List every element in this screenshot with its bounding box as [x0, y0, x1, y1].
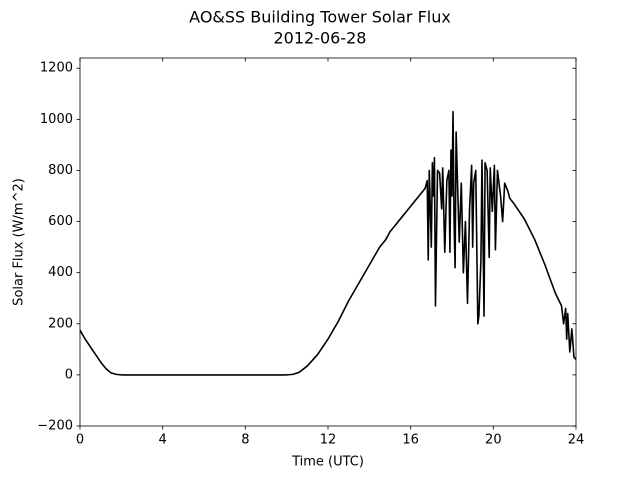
x-tick-label: 24 — [568, 433, 585, 448]
y-tick-label: 1000 — [40, 112, 73, 127]
chart-title: AO&SS Building Tower Solar Flux — [189, 8, 451, 27]
x-tick-label: 16 — [402, 433, 419, 448]
y-tick-label: 0 — [65, 367, 73, 382]
x-axis-label: Time (UTC) — [291, 455, 364, 470]
y-tick-label: 1200 — [40, 61, 73, 76]
y-tick-label: 200 — [48, 316, 73, 331]
x-tick-label: 12 — [320, 433, 337, 448]
chart-subtitle: 2012-06-28 — [274, 29, 367, 48]
data-line — [79, 110, 577, 376]
x-tick-label: 0 — [76, 433, 84, 448]
y-tick-label: 600 — [48, 214, 73, 229]
y-tick-label: −200 — [37, 419, 73, 434]
y-tick-label: 800 — [48, 163, 73, 178]
plot-frame — [79, 57, 577, 427]
x-tick-label: 8 — [241, 433, 249, 448]
y-tick-label: 400 — [48, 265, 73, 280]
x-tick-label: 4 — [159, 433, 167, 448]
y-axis-label: Solar Flux (W/m^2) — [12, 178, 27, 306]
x-tick-label: 20 — [485, 433, 502, 448]
